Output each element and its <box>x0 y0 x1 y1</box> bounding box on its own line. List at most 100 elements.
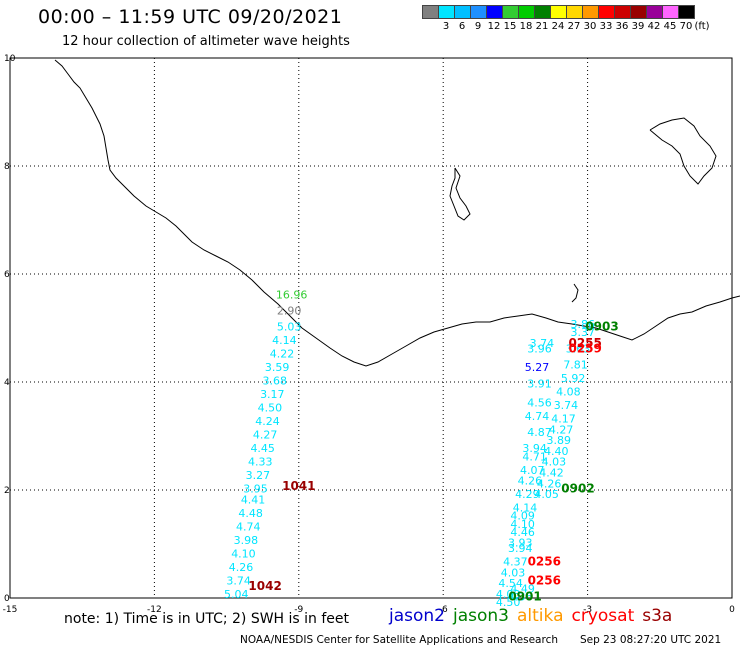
wave-height-value: 4.26 <box>229 561 254 574</box>
color-scale-unit: (ft) <box>694 21 710 32</box>
color-scale-label: 45 <box>663 21 677 32</box>
wave-height-value: 4.74 <box>236 521 261 534</box>
wave-height-value: 4.26 <box>537 477 562 490</box>
color-scale-label: 42 <box>647 21 661 32</box>
pass-time-label: 0256 <box>528 555 561 569</box>
altimeter-tracks: 16.962.905.034.144.223.593.683.174.504.2… <box>224 288 595 609</box>
wave-height-value: 4.45 <box>250 442 275 455</box>
wave-height-value: 3.17 <box>260 388 285 401</box>
x-tick-label: 0 <box>729 605 735 615</box>
wave-height-value: 5.03 <box>277 321 302 334</box>
volta-lake-outline <box>449 167 471 221</box>
wave-height-value: 4.14 <box>513 502 538 515</box>
wave-height-value: 4.36 <box>508 591 533 604</box>
satellite-legend-item: altika <box>517 606 564 626</box>
wave-height-value: 4.17 <box>551 413 576 426</box>
satellite-legend-item: cryosat <box>571 606 635 626</box>
wave-height-value: 4.10 <box>231 548 256 561</box>
wave-height-value: 4.29 <box>515 488 540 501</box>
wave-height-value: 2.90 <box>277 305 302 318</box>
wave-height-value: 3.98 <box>234 534 259 547</box>
wave-height-value: 4.37 <box>503 556 528 569</box>
x-tick-label: -6 <box>439 605 448 615</box>
wave-height-value: 4.24 <box>255 415 280 428</box>
wave-height-value: 4.05 <box>534 488 559 501</box>
footer-timestamp: Sep 23 08:27:20 UTC 2021 <box>580 634 722 646</box>
west-africa-coastline <box>54 59 740 367</box>
color-scale-label: 6 <box>458 21 466 32</box>
wave-height-value: 4.48 <box>238 507 263 520</box>
axis-tick-labels: -15 -12 -9 -6 -3 0 10 8 6 4 2 0 <box>3 54 735 615</box>
wave-height-value: 4.07 <box>520 464 545 477</box>
color-scale-label: 30 <box>583 21 597 32</box>
wave-height-value: 4.49 <box>510 583 535 596</box>
satellite-legend-item: jason2 <box>389 606 445 626</box>
wave-height-value: 4.56 <box>527 396 552 409</box>
color-scale-label: 15 <box>503 21 517 32</box>
y-tick-label: 6 <box>4 270 10 280</box>
wave-height-value: 4.50 <box>496 596 521 609</box>
color-scale-label: 12 <box>487 21 501 32</box>
wave-height-value: 4.33 <box>248 456 273 469</box>
wave-height-value: 7.81 <box>563 359 588 372</box>
x-tick-label: -12 <box>147 605 162 615</box>
wave-height-value: 4.26 <box>518 475 543 488</box>
wave-height-value: 3.96 <box>527 342 552 355</box>
wave-height-value: 4.40 <box>544 445 569 458</box>
plot-frame <box>9 57 733 599</box>
y-tick-label: 2 <box>4 486 10 496</box>
wave-height-value: 3.93 <box>508 537 533 550</box>
color-scale-label: 36 <box>615 21 629 32</box>
satellite-legend-item: jason3 <box>453 606 509 626</box>
wave-height-value: 4.71 <box>522 450 547 463</box>
y-tick-label: 0 <box>4 594 10 604</box>
wave-height-value: 3.63 <box>566 342 591 355</box>
wave-height-value: 16.96 <box>276 288 308 301</box>
wave-height-value: 3.74 <box>226 575 251 588</box>
y-tick-label: 4 <box>4 378 10 388</box>
pass-time-label: 0901 <box>508 590 541 604</box>
color-swatch <box>678 5 695 19</box>
pass-time-label: 0902 <box>561 482 594 496</box>
wave-height-value: 4.14 <box>272 334 297 347</box>
color-scale-label: 24 <box>551 21 565 32</box>
pass-time-label: 1042 <box>248 579 281 593</box>
wave-height-value: 3.91 <box>527 377 552 390</box>
wave-height-value: 4.87 <box>527 426 552 439</box>
map-title: 00:00 – 11:59 UTC 09/20/2021 <box>38 6 343 28</box>
color-scale-label: 18 <box>519 21 533 32</box>
wave-height-value: 4.03 <box>496 588 521 601</box>
color-scale-label: 39 <box>631 21 645 32</box>
wave-height-value: 4.42 <box>539 467 564 480</box>
coastline <box>54 59 740 367</box>
wave-height-value: 3.37 <box>571 326 596 339</box>
map-subtitle: 12 hour collection of altimeter wave hei… <box>62 34 350 49</box>
footer-credit: NOAA/NESDIS Center for Satellite Applica… <box>240 634 558 646</box>
wave-height-value: 3.94 <box>522 442 547 455</box>
wave-height-value: 3.27 <box>246 469 271 482</box>
pass-time-label: 1041 <box>282 479 315 493</box>
wave-height-value: 4.74 <box>525 410 550 423</box>
pass-time-label: 0903 <box>585 320 618 334</box>
color-scale-label: 27 <box>567 21 581 32</box>
y-tick-label: 10 <box>4 54 16 64</box>
color-scale-label: 33 <box>599 21 613 32</box>
wave-height-value: 4.27 <box>549 423 574 436</box>
wave-height-value: 5.27 <box>525 361 550 374</box>
wave-height-value: 4.09 <box>510 510 535 523</box>
wave-height-value: 3.59 <box>265 361 290 374</box>
color-scale-label: 70 <box>679 21 693 32</box>
wave-height-value: 3.89 <box>546 434 571 447</box>
wave-height-value: 5.92 <box>561 372 586 385</box>
wave-height-value: 4.50 <box>258 402 283 415</box>
wave-height-value: 4.27 <box>253 429 278 442</box>
wave-height-value: 4.46 <box>510 526 535 539</box>
wave-height-value: 4.03 <box>501 566 526 579</box>
x-tick-label: -15 <box>3 605 18 615</box>
color-scale-label: 9 <box>474 21 482 32</box>
wave-height-value: 3.94 <box>508 542 533 555</box>
wave-height-value: 3.74 <box>554 399 579 412</box>
color-scale-label: 3 <box>442 21 450 32</box>
